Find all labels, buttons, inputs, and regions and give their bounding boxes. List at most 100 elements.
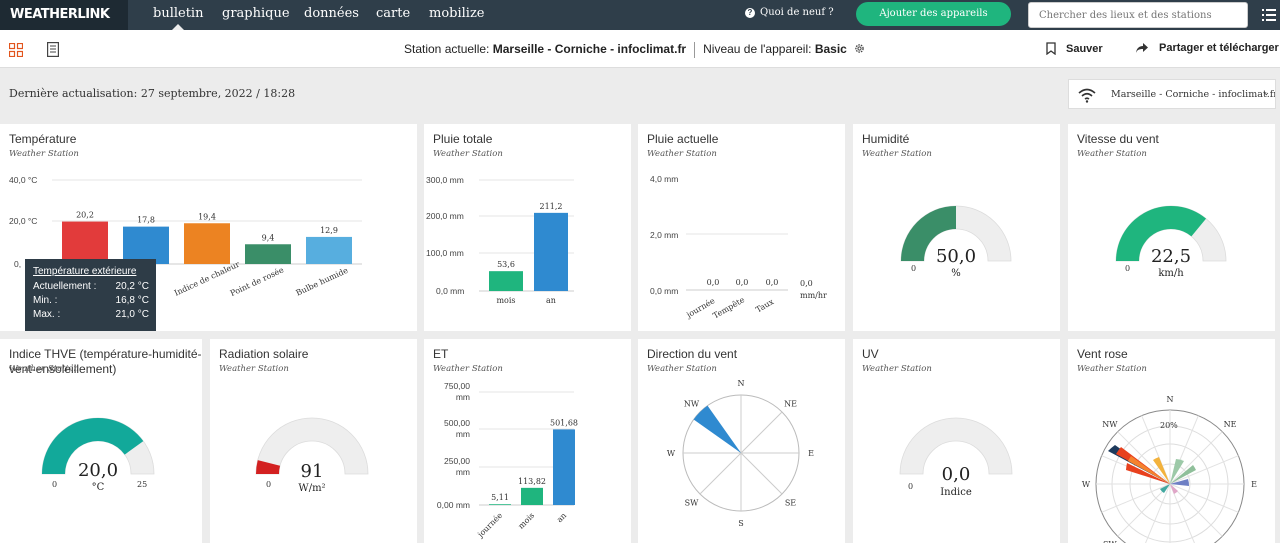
save-button[interactable]: Sauver bbox=[1046, 42, 1103, 55]
tooltip-row: Actuellement : 20,2 °C bbox=[33, 281, 149, 295]
rose-direction-label: N bbox=[1167, 395, 1174, 404]
chart-bar[interactable] bbox=[306, 236, 352, 264]
rose-spoke bbox=[1169, 431, 1223, 485]
bar-value-label: 20,2 bbox=[76, 211, 94, 220]
gauge-fill bbox=[901, 206, 956, 261]
chart-bar[interactable] bbox=[534, 212, 568, 291]
tooltip-title: Température extérieure bbox=[33, 266, 137, 277]
current-station: Station actuelle: Marseille - Corniche -… bbox=[404, 42, 865, 58]
category-label: an bbox=[546, 296, 556, 305]
wind-rose-card[interactable]: Vent rose Weather Station N NE E NW W SW 20% bbox=[1068, 339, 1275, 543]
gauge-track bbox=[255, 417, 369, 475]
tab-bulletin[interactable]: bulletin bbox=[153, 0, 203, 30]
compass-spoke bbox=[740, 411, 783, 454]
y-tick-label: 20,0 °C bbox=[9, 216, 37, 226]
rose-petal bbox=[1170, 484, 1178, 494]
chart-bar[interactable] bbox=[123, 226, 169, 264]
rose-spoke bbox=[1117, 483, 1171, 537]
wind-rose-chart: N NE E NW W SW 20% bbox=[1082, 395, 1257, 543]
rose-direction-label: SW bbox=[1103, 540, 1117, 543]
chart-bar[interactable] bbox=[184, 223, 230, 264]
gear-icon[interactable] bbox=[854, 43, 865, 54]
card-subtitle: Weather Station bbox=[647, 149, 717, 159]
gauge-min-label: 0 bbox=[52, 480, 57, 489]
bar-value-label: 19,4 bbox=[198, 212, 216, 221]
tab-graphique[interactable]: graphique bbox=[222, 6, 290, 21]
rose-petal bbox=[1160, 484, 1170, 493]
weatherlink-logo[interactable]: WEATHERLINK bbox=[0, 0, 128, 30]
gauge-fill bbox=[1116, 206, 1207, 261]
y-tick-label: 750,00 bbox=[444, 381, 470, 391]
card-subtitle: Weather Station bbox=[862, 364, 932, 374]
chart-bar[interactable] bbox=[489, 271, 523, 291]
current-rain-chart: 4,0 mm 2,0 mm 0,0 mm 0,0 0,0 0,0 journée… bbox=[650, 174, 827, 320]
card-subtitle: Weather Station bbox=[433, 364, 503, 374]
rose-spoke bbox=[1117, 431, 1171, 485]
category-label: mois bbox=[496, 296, 515, 305]
y-tick-label: 0,0 mm bbox=[650, 286, 678, 296]
uv-card[interactable]: UV Weather Station 0 0,0 Indice bbox=[853, 339, 1060, 543]
add-devices-button[interactable]: Ajouter des appareils bbox=[856, 2, 1011, 26]
tooltip-row: Min. : 16,8 °C bbox=[33, 295, 149, 309]
y-tick-label: 0,00 mm bbox=[437, 500, 470, 510]
thsw-index-card[interactable]: Indice THVE (température-humidité-vent-e… bbox=[0, 339, 202, 543]
card-subtitle: Weather Station bbox=[433, 149, 503, 159]
wind-direction-card[interactable]: Direction du vent Weather Station N NE E SE… bbox=[638, 339, 845, 543]
thsw-gauge: 0 25 20,0 °C bbox=[41, 417, 155, 493]
device-level-value: Basic bbox=[814, 42, 847, 57]
bar-value-label: 9,4 bbox=[262, 233, 275, 242]
search-input[interactable] bbox=[1028, 2, 1248, 28]
tab-donnees[interactable]: données bbox=[304, 6, 359, 21]
card-title: ET bbox=[433, 347, 449, 361]
wind-direction-compass: N NE E SE S SW W NW bbox=[667, 379, 814, 528]
rose-direction-label: W bbox=[1082, 480, 1091, 489]
gauge-value: 91 bbox=[301, 461, 324, 482]
wifi-signal-icon bbox=[1078, 88, 1096, 103]
tab-mobilize[interactable]: mobilize bbox=[429, 6, 485, 21]
chart-bar[interactable] bbox=[245, 244, 291, 264]
grid-view-icon[interactable] bbox=[9, 43, 23, 57]
share-download-button[interactable]: Partager et télécharger bbox=[1135, 42, 1279, 54]
evapotranspiration-card[interactable]: ET Weather Station 750,00 mm 500,00 mm 2… bbox=[424, 339, 631, 543]
chart-bar[interactable] bbox=[489, 504, 511, 505]
temperature-bar-chart: 40,0 °C 20,0 °C 0, 20,217,8 19,49,412,9 I… bbox=[9, 175, 362, 298]
bookmark-icon bbox=[1046, 42, 1056, 55]
wind-speed-card[interactable]: Vitesse du vent Weather Station 0 22,5 k… bbox=[1068, 124, 1275, 331]
card-subtitle: Weather Station bbox=[1077, 149, 1147, 159]
chart-bar[interactable] bbox=[553, 429, 575, 505]
y-tick-label: 250,00 bbox=[444, 456, 470, 466]
card-title: Indice THVE (température-humidité-vent-e… bbox=[9, 347, 202, 376]
category-label: journée bbox=[475, 511, 504, 540]
current-rain-card[interactable]: Pluie actuelle Weather Station 4,0 mm 2,… bbox=[638, 124, 845, 331]
divider bbox=[694, 42, 696, 58]
station-selector[interactable]: Marseille - Corniche - infoclimat.fr ⌄ bbox=[1068, 79, 1276, 109]
card-subtitle: Weather Station bbox=[219, 364, 289, 374]
compass-label: NW bbox=[684, 400, 700, 409]
tooltip-row: Max. : 21,0 °C bbox=[33, 309, 149, 323]
chart-bar[interactable] bbox=[62, 221, 108, 264]
total-rain-card[interactable]: Pluie totale Weather Station 300,0 mm 20… bbox=[424, 124, 631, 331]
card-title: Direction du vent bbox=[647, 347, 738, 361]
chart-bar[interactable] bbox=[521, 487, 543, 505]
rose-direction-label: NW bbox=[1102, 420, 1118, 429]
card-title: Pluie actuelle bbox=[647, 132, 719, 146]
compass-label: NE bbox=[784, 400, 797, 409]
document-view-icon[interactable] bbox=[47, 42, 59, 57]
gauge-unit: km/h bbox=[1158, 268, 1184, 279]
bar-value-label: 211,2 bbox=[540, 202, 563, 211]
compass-label: E bbox=[808, 449, 814, 458]
card-title: UV bbox=[862, 347, 879, 361]
gauge-unit: Indice bbox=[940, 487, 972, 498]
list-menu-icon[interactable] bbox=[1262, 7, 1276, 23]
rose-direction-label: NE bbox=[1224, 420, 1237, 429]
gauge-min-label: 0 bbox=[908, 482, 913, 491]
station-label: Station actuelle: bbox=[404, 42, 490, 57]
gauge-min-label: 0 bbox=[1125, 264, 1130, 273]
humidity-card[interactable]: Humidité Weather Station 0 50,0 % bbox=[853, 124, 1060, 331]
bar-value-label: 501,68 bbox=[550, 418, 578, 427]
y-tick-unit: mm bbox=[456, 392, 470, 402]
tab-carte[interactable]: carte bbox=[376, 6, 411, 21]
y-tick-label: 500,00 bbox=[444, 418, 470, 428]
solar-radiation-card[interactable]: Radiation solaire Weather Station 0 91 W… bbox=[210, 339, 417, 543]
whats-new-link[interactable]: ? Quoi de neuf ? bbox=[745, 7, 834, 18]
